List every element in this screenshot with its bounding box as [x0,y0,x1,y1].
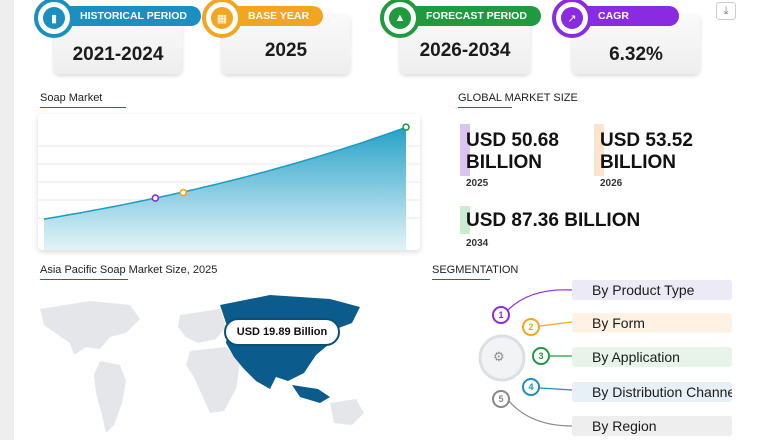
segment-application[interactable]: By Application [572,347,732,367]
stat-label: BASE YEAR [228,6,324,26]
global-value-2034: USD 87.36 BILLION [466,210,641,231]
left-rule [0,0,14,440]
segment-number: 2 [522,318,540,336]
global-title-text: GLOBAL MARKET SIZE [458,92,578,104]
title-underline [432,278,490,280]
title-underline [40,278,128,280]
global-bar-2026 [594,124,604,176]
chart-card [38,114,420,250]
segmentation-title: SEGMENTATION [432,264,519,280]
calendar-icon: ▦ [202,0,242,38]
asia-pacific-region [220,295,360,403]
stat-base-year: 2025 BASE YEAR ▦ [202,0,350,74]
stat-value: 2025 [264,40,308,61]
segmentation-hub [478,334,526,382]
chart-points [151,123,410,202]
data-point-2034 [402,123,410,132]
region-value-label: USD 19.89 Billion [224,318,340,346]
region-title-text: Asia Pacific Soap Market Size, 2025 [40,264,218,276]
stat-label: FORECAST PERIOD [406,6,541,26]
segment-region[interactable]: By Region [572,416,732,436]
stat-forecast-period: 2026-2034 FORECAST PERIOD ▲ [380,0,541,74]
global-bar-2025 [460,124,470,176]
growth-chart-icon: ▲ [380,0,420,38]
series-line [43,126,407,220]
global-year-2025: 2025 [466,178,489,189]
global-title: GLOBAL MARKET SIZE [458,92,578,108]
segmentation-title-text: SEGMENTATION [432,264,519,276]
global-year-2026: 2026 [600,178,623,189]
stat-value: 6.32% [609,44,663,65]
download-icon[interactable]: ⤓ [716,2,736,20]
segment-distribution-channel[interactable]: By Distribution Channel [572,382,732,402]
stat-label: CAGR [578,6,679,26]
stat-label: HISTORICAL PERIOD [60,6,201,26]
global-year-2034: 2034 [466,238,489,249]
segment-number: 5 [492,390,510,408]
title-underline [40,106,126,108]
area-chart [38,123,420,250]
data-point-2025 [151,194,160,202]
segment-product-type[interactable]: By Product Type [572,280,732,300]
region-title: Asia Pacific Soap Market Size, 2025 [40,264,218,280]
stat-value: 2021-2024 [72,44,164,65]
other-regions [40,301,364,433]
segment-number: 1 [492,306,510,324]
trend-icon: ↗ [552,0,592,38]
chart-title-text: Soap Market [40,92,103,104]
global-value-2026: USD 53.52 BILLION [600,130,693,173]
segmentation-connectors [478,289,573,427]
segment-number: 4 [522,378,540,396]
chart-title: Soap Market [40,92,126,108]
segment-number: 3 [532,347,550,365]
title-underline [458,106,512,108]
stat-historical-period: 2021-2024 HISTORICAL PERIOD ▮ [34,0,201,74]
hub-icon: ⚙ [493,349,505,364]
global-bar-2034 [460,206,470,234]
segment-form[interactable]: By Form [572,313,732,333]
world-map [40,295,364,433]
data-point-2026 [179,188,188,197]
stat-cagr: 6.32% CAGR ↗ [552,0,702,74]
global-value-2025: USD 50.68 BILLION [466,130,559,173]
stat-value: 2026-2034 [419,40,511,61]
bar-chart-icon: ▮ [34,0,74,38]
